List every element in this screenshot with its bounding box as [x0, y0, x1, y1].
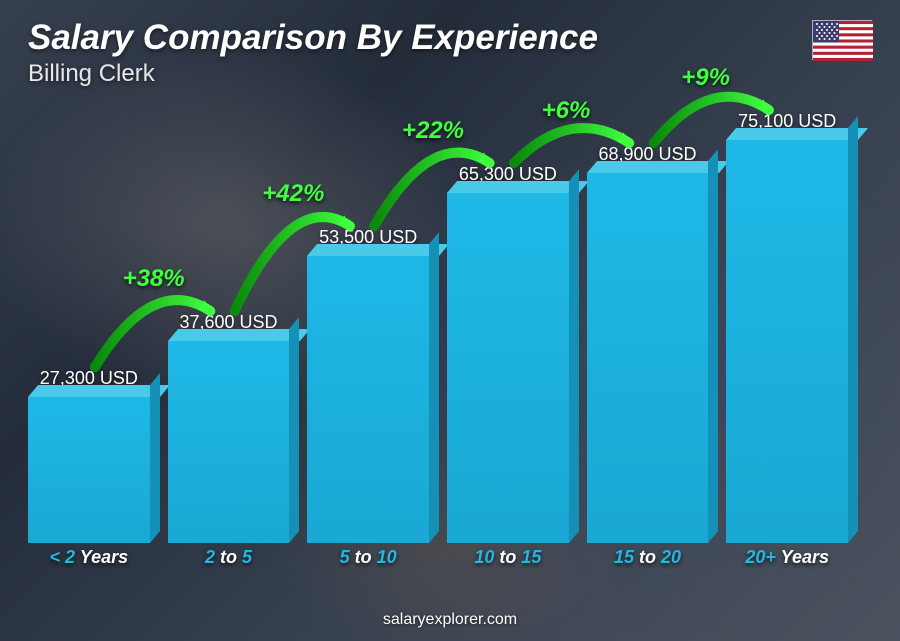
growth-label: +42%	[262, 180, 324, 208]
xaxis-label: < 2 Years	[28, 543, 150, 571]
growth-label: +22%	[402, 117, 464, 145]
xaxis-label: 5 to 10	[307, 543, 429, 571]
xaxis-label: 15 to 20	[587, 543, 709, 571]
bar	[168, 341, 290, 543]
bar-col: 75,100 USD	[726, 111, 848, 543]
bar	[726, 140, 848, 543]
bar	[307, 256, 429, 543]
growth-label: +38%	[123, 265, 185, 293]
bar-col: 27,300 USD	[28, 368, 150, 543]
footer-credit: salaryexplorer.com	[0, 611, 900, 629]
page-title: Salary Comparison By Experience	[28, 18, 872, 58]
bar-col: 53,500 USD	[307, 227, 429, 543]
country-flag-us	[812, 20, 872, 60]
bar-col: 68,900 USD	[587, 144, 709, 543]
growth-label: +6%	[542, 97, 591, 125]
bar	[447, 193, 569, 543]
bar	[587, 173, 709, 543]
bar	[28, 397, 150, 543]
xaxis-label: 20+ Years	[726, 543, 848, 571]
salary-chart: 27,300 USD 37,600 USD 53,500 USD 65,300 …	[28, 100, 848, 571]
bar-col: 65,300 USD	[447, 164, 569, 543]
xaxis-label: 2 to 5	[168, 543, 290, 571]
header: Salary Comparison By Experience Billing …	[28, 18, 872, 88]
bar-col: 37,600 USD	[168, 312, 290, 543]
page-subtitle: Billing Clerk	[28, 60, 872, 88]
xaxis-label: 10 to 15	[447, 543, 569, 571]
growth-label: +9%	[681, 64, 730, 92]
